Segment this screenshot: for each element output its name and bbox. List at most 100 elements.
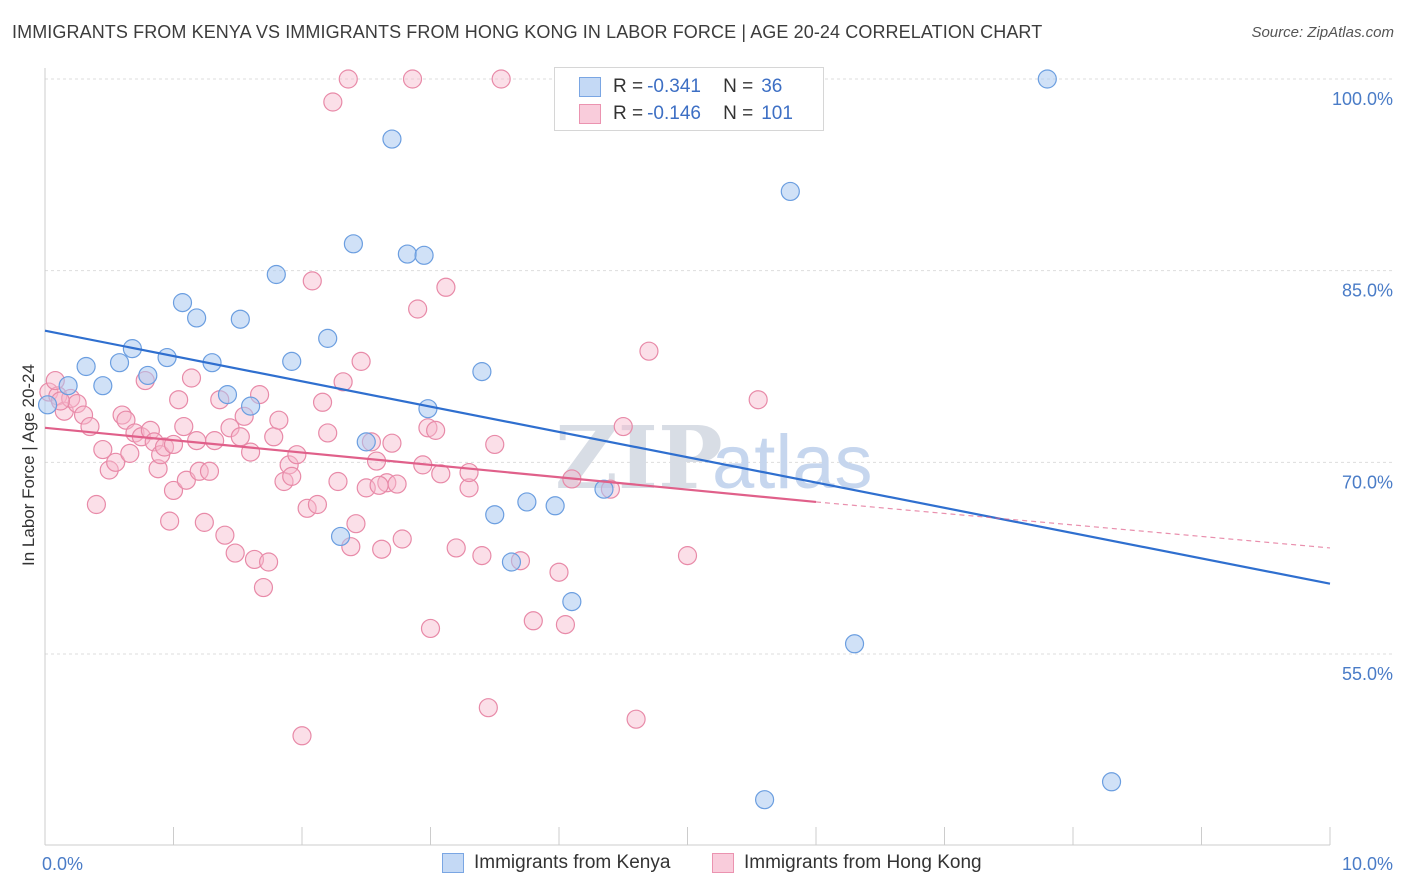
- hongkong-point: [418, 418, 438, 438]
- hongkong-point: [279, 455, 299, 475]
- legend-item-kenya[interactable]: Immigrants from Kenya: [442, 852, 670, 874]
- hongkong-point: [312, 392, 333, 412]
- hongkong-point: [485, 434, 505, 455]
- hongkong-point: [302, 271, 322, 291]
- hongkong-point: [523, 611, 543, 631]
- kenya-point: [282, 351, 302, 371]
- hongkong-point: [264, 427, 284, 447]
- hongkong-point: [282, 466, 302, 486]
- hongkong-point: [67, 393, 87, 414]
- hongkong-point: [408, 299, 428, 319]
- kenya-point: [754, 790, 775, 810]
- hongkong-point: [187, 431, 207, 451]
- hongkong-point: [472, 546, 492, 566]
- hongkong-point: [112, 405, 132, 425]
- hongkong-point: [377, 473, 397, 493]
- kenya-point: [780, 181, 800, 202]
- hongkong-point: [333, 372, 353, 392]
- hongkong-point: [297, 498, 317, 518]
- hongkong-point: [163, 434, 184, 455]
- legend-row-hongkong: R = -0.146 N = 101: [579, 101, 793, 127]
- y-tick-label: 70.0%: [1342, 472, 1393, 492]
- hongkong-point: [199, 461, 220, 481]
- kenya-swatch: [579, 77, 601, 97]
- kenya-trend-line: [44, 329, 1331, 585]
- legend-item-hongkong[interactable]: Immigrants from Hong Kong: [712, 852, 982, 874]
- hongkong-point: [351, 351, 371, 371]
- y-tick-label: 55.0%: [1342, 664, 1393, 684]
- kenya-point: [157, 347, 177, 368]
- kenya-point: [217, 385, 238, 405]
- kenya-point: [76, 356, 96, 377]
- series-legend: Immigrants from Kenya Immigrants from Ho…: [0, 852, 1406, 878]
- hongkong-point: [258, 552, 279, 572]
- kenya-point: [241, 396, 261, 416]
- hongkong-point: [169, 390, 189, 410]
- hongkong-point: [338, 69, 358, 89]
- hongkong-point: [491, 69, 511, 89]
- hongkong-swatch: [712, 853, 734, 873]
- grid-lines: [45, 78, 1395, 655]
- hongkong-point: [748, 390, 768, 410]
- hongkong-point: [392, 529, 412, 549]
- kenya-point: [594, 479, 614, 499]
- hongkong-point: [99, 460, 119, 480]
- kenya-point: [1101, 772, 1122, 792]
- y-axis-label: In Labor Force | Age 20-24: [19, 364, 38, 566]
- hongkong-point: [436, 277, 456, 297]
- hongkong-trend-line: [44, 426, 817, 504]
- legend-r-value: -0.146: [647, 103, 701, 124]
- hongkong-point: [140, 420, 160, 440]
- hongkong-point: [459, 462, 479, 483]
- hongkong-point: [194, 512, 214, 532]
- hongkong-point: [420, 618, 441, 639]
- hongkong-point: [205, 431, 225, 451]
- kenya-point: [562, 592, 582, 612]
- kenya-point: [187, 308, 207, 328]
- hongkong-point: [323, 92, 343, 112]
- kenya-point: [356, 432, 376, 452]
- kenya-point: [58, 376, 78, 396]
- kenya-point: [382, 129, 402, 149]
- legend-n-label: N =: [723, 76, 754, 97]
- kenya-point: [266, 264, 286, 285]
- hongkong-point: [163, 480, 184, 501]
- kenya-point: [517, 492, 537, 512]
- trend-lines: [44, 329, 1331, 585]
- hongkong-point: [230, 427, 250, 447]
- hongkong-point: [402, 69, 423, 89]
- correlation-legend: R = -0.341 N = 36 R = -0.146 N = 101: [554, 67, 824, 131]
- kenya-point: [318, 328, 338, 348]
- hongkong-point: [181, 368, 202, 388]
- kenya-point: [545, 496, 565, 516]
- hongkong-point: [215, 525, 235, 545]
- kenya-point: [93, 376, 113, 396]
- kenya-points: [37, 69, 1122, 810]
- hongkong-point: [225, 543, 245, 563]
- hongkong-swatch: [579, 104, 601, 124]
- hongkong-point: [93, 439, 113, 460]
- kenya-point: [1037, 69, 1057, 89]
- kenya-point: [37, 395, 58, 415]
- kenya-point: [138, 365, 158, 386]
- hongkong-point: [292, 726, 312, 746]
- kenya-point: [414, 245, 434, 265]
- hongkong-point: [287, 445, 307, 465]
- legend-hongkong-label: Immigrants from Hong Kong: [744, 852, 982, 873]
- legend-n-value: 101: [761, 103, 793, 124]
- hongkong-point: [446, 538, 466, 558]
- y-tick-label: 100.0%: [1332, 89, 1393, 109]
- kenya-point: [172, 293, 193, 313]
- watermark: ZIP atlas: [555, 408, 873, 509]
- x-tick-label: 0.0%: [42, 854, 83, 874]
- legend-n-value: 36: [761, 76, 783, 97]
- hongkong-point: [372, 539, 392, 559]
- hongkong-point: [307, 494, 328, 515]
- hongkong-point: [148, 459, 168, 479]
- watermark-atlas: atlas: [712, 420, 873, 505]
- hongkong-point: [459, 478, 479, 498]
- legend-r-label: R =: [613, 103, 644, 124]
- hongkong-point: [549, 562, 569, 582]
- legend-row-kenya: R = -0.341 N = 36: [579, 74, 782, 100]
